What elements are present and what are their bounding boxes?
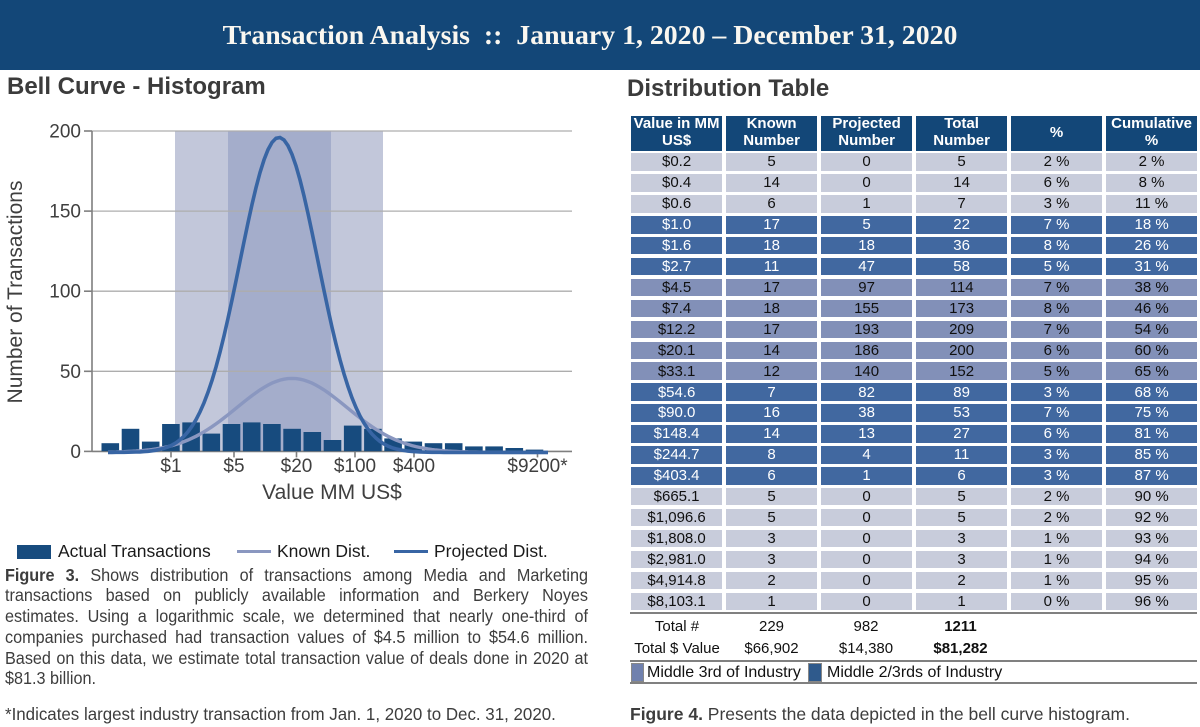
svg-text:$400: $400 [393, 456, 435, 477]
svg-text:$20: $20 [281, 456, 313, 477]
svg-text:$1: $1 [160, 456, 181, 477]
svg-text:Value MM US$: Value MM US$ [262, 481, 402, 504]
svg-text:Number of Transactions: Number of Transactions [4, 181, 27, 404]
svg-text:$100: $100 [334, 456, 376, 477]
svg-text:50: 50 [60, 362, 81, 383]
svg-text:150: 150 [49, 202, 81, 223]
svg-text:0: 0 [70, 442, 81, 463]
svg-text:$5: $5 [223, 456, 244, 477]
svg-text:$9200*: $9200* [507, 456, 568, 477]
svg-text:100: 100 [49, 282, 81, 303]
svg-text:200: 200 [49, 122, 81, 143]
